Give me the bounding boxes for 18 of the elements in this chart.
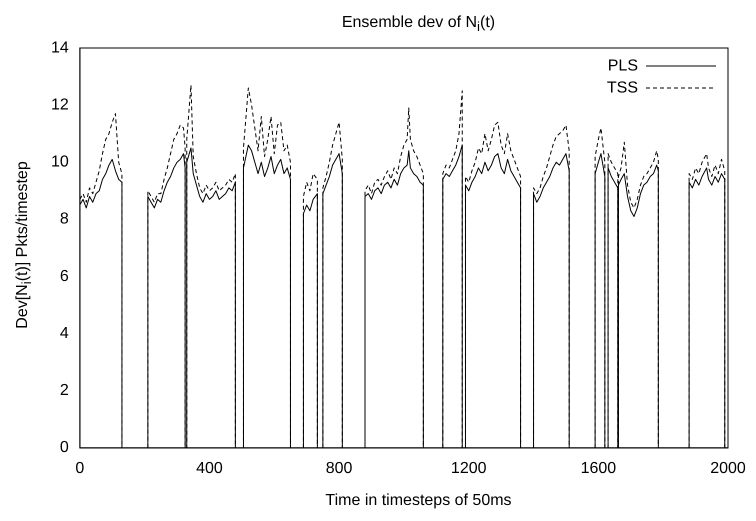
x-tick-label: 1600: [580, 460, 616, 477]
y-tick-label: 6: [60, 268, 69, 285]
x-tick-label: 0: [75, 460, 84, 477]
x-tick-label: 2000: [710, 460, 746, 477]
x-axis-title: Time in timesteps of 50ms: [324, 492, 513, 510]
y-tick-label: 4: [60, 324, 69, 342]
y-tick-label: 14: [51, 39, 69, 56]
y-tick-label: 2: [60, 382, 69, 400]
y-tick-label: 8: [60, 210, 69, 228]
legend-label: TSS: [606, 79, 638, 96]
x-tick-label: 800: [326, 460, 353, 477]
y-tick-label: 0: [60, 439, 69, 456]
chart-title: Ensemble dev of N$_{i}$(t): [340, 14, 496, 34]
legend-label: PLS: [608, 57, 638, 74]
y-tick-label: 12: [51, 96, 69, 114]
y-tick-label: 10: [51, 154, 69, 171]
x-tick-label: 1200: [450, 460, 487, 477]
x-tick-label: 400: [196, 460, 223, 477]
